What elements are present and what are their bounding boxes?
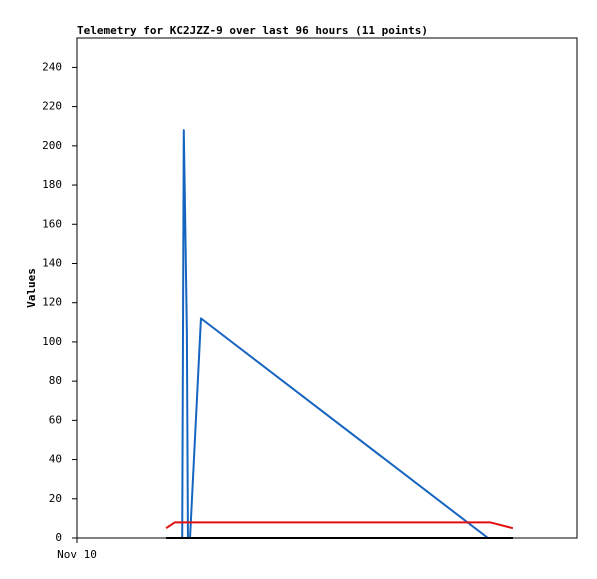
y-tick-label: 200 bbox=[42, 139, 62, 152]
y-tick-label: 240 bbox=[42, 60, 62, 73]
y-tick-label: 0 bbox=[55, 531, 62, 544]
y-tick-label: 100 bbox=[42, 335, 62, 348]
y-tick-label: 20 bbox=[49, 492, 62, 505]
y-tick-label: 80 bbox=[49, 374, 62, 387]
y-tick-label: 160 bbox=[42, 217, 62, 230]
y-tick-label: 220 bbox=[42, 100, 62, 113]
plot-frame bbox=[76, 37, 578, 539]
series-line bbox=[165, 521, 514, 530]
y-axis-label: Values bbox=[25, 268, 38, 308]
series-line bbox=[181, 129, 489, 539]
y-tick-label: 40 bbox=[49, 453, 62, 466]
y-tick-label: 180 bbox=[42, 178, 62, 191]
y-tick-label: 140 bbox=[42, 256, 62, 269]
y-tick-label: 120 bbox=[42, 296, 62, 309]
y-tick-label: 60 bbox=[49, 413, 62, 426]
chart-title: Telemetry for KC2JZZ-9 over last 96 hour… bbox=[77, 24, 428, 37]
x-tick-label: Nov 10 bbox=[57, 548, 97, 561]
